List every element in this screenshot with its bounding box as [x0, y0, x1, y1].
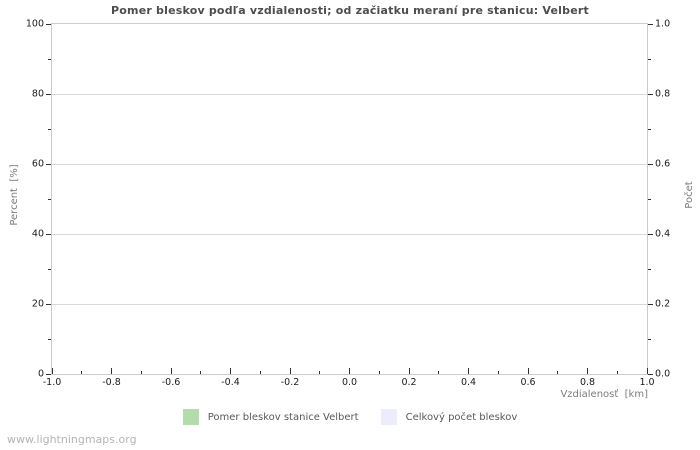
x-axis-label: Vzdialenosť [km] [560, 389, 648, 400]
y-right-tick [648, 93, 653, 95]
y-right-minor-tick [648, 338, 651, 340]
y-right-tick-label: 0.4 [655, 228, 671, 240]
x-tick [646, 368, 648, 374]
y-left-minor-tick [48, 198, 51, 200]
y-left-tick-label: 0 [37, 368, 44, 380]
y-right-tick [648, 23, 653, 25]
x-tick [170, 368, 172, 374]
y-left-tick [46, 373, 51, 375]
x-tick-label: 0.6 [520, 377, 536, 388]
legend: Pomer bleskov stanice Velbert Celkový poč… [0, 409, 700, 425]
y-right-axis-label: Počet [684, 181, 695, 209]
x-tick-label: -0.4 [221, 377, 240, 388]
grid-line [52, 164, 647, 165]
x-tick [468, 368, 469, 374]
x-tick-label: -1.0 [42, 377, 62, 388]
x-tick [408, 368, 410, 374]
y-left-tick [46, 233, 51, 235]
y-right-tick-label: 0.6 [655, 158, 671, 170]
x-tick [289, 368, 291, 374]
x-minor-tick [497, 371, 499, 374]
x-minor-tick [438, 371, 440, 374]
y-right-tick [648, 303, 653, 305]
y-right-tick [648, 163, 653, 165]
y-left-tick-label: 20 [31, 298, 44, 310]
grid-line [52, 234, 647, 235]
x-tick-label: 1.0 [639, 377, 655, 388]
y-left-tick-label: 100 [25, 18, 44, 30]
y-left-minor-tick [48, 58, 51, 60]
y-left-axis-label: Percent [%] [9, 164, 20, 226]
y-left-tick-label: 80 [31, 88, 44, 100]
x-tick [527, 368, 529, 374]
x-tick-label: 0.0 [341, 377, 358, 388]
x-tick-label: 0.8 [579, 377, 596, 388]
y-right-tick-label: 1.0 [655, 18, 671, 30]
y-left-tick [46, 303, 51, 305]
y-left-tick-label: 40 [31, 228, 44, 240]
x-tick-label: -0.2 [280, 377, 300, 388]
x-tick [230, 368, 231, 374]
y-right-tick-label: 0.2 [655, 298, 671, 310]
legend-item: Celkový počet bleskov [380, 409, 518, 425]
watermark-text: www.lightningmaps.org [7, 433, 137, 446]
x-minor-tick [140, 371, 142, 374]
x-tick [111, 368, 112, 374]
x-tick-label: -0.6 [161, 377, 181, 388]
legend-label: Celkový počet bleskov [405, 411, 518, 423]
x-tick [349, 368, 350, 374]
y-right-minor-tick [648, 128, 651, 130]
y-right-minor-tick [648, 198, 651, 200]
x-minor-tick [378, 371, 380, 374]
x-tick-label: -0.8 [102, 377, 121, 388]
y-left-tick [46, 23, 51, 25]
x-minor-tick [616, 371, 618, 374]
x-tick [51, 368, 53, 374]
y-left-minor-tick [48, 128, 51, 130]
grid-line [52, 304, 647, 305]
plot-area: 0 20 40 60 80 100 0.0 0.2 0.4 0.6 0.8 1.0 -1.0 -0.8 -0… [26, 19, 670, 387]
legend-item: Pomer bleskov stanice Velbert [182, 409, 359, 425]
y-right-minor-tick [648, 268, 651, 270]
x-tick [587, 368, 588, 374]
y-left-minor-tick [48, 338, 51, 340]
legend-label: Pomer bleskov stanice Velbert [207, 411, 359, 423]
x-minor-tick [319, 371, 321, 374]
y-right-tick-label: 0.8 [655, 88, 671, 100]
y-right-minor-tick [648, 58, 651, 60]
legend-swatch [380, 409, 397, 425]
x-tick-label: 0.4 [460, 377, 477, 388]
y-left-tick-label: 60 [31, 158, 44, 170]
x-minor-tick [81, 371, 83, 374]
grid-line [52, 94, 647, 95]
y-left-minor-tick [48, 268, 51, 270]
y-right-tick [648, 373, 653, 375]
chart-title: Pomer bleskov podľa vzdialenosti; od zač… [111, 4, 589, 17]
x-minor-tick [259, 371, 261, 374]
y-right-tick [648, 233, 653, 235]
y-right-tick-label: 0.0 [655, 368, 671, 380]
y-left-tick [46, 93, 51, 95]
x-tick-label: 0.2 [401, 377, 417, 388]
legend-swatch [182, 409, 199, 425]
x-minor-tick [200, 371, 202, 374]
x-minor-tick [557, 371, 559, 374]
y-left-tick [46, 163, 51, 165]
